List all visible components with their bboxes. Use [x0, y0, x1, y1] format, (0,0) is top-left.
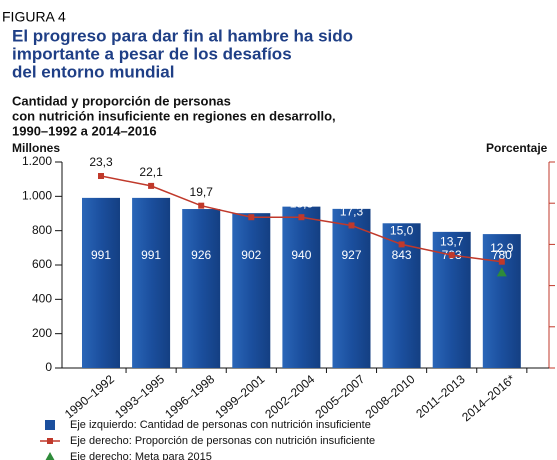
bar: [182, 209, 221, 368]
bar-value-label: 902: [241, 248, 261, 262]
target-marker: [496, 267, 507, 277]
y-tick-label: 600: [32, 257, 52, 271]
line-value-label: 17,3: [340, 205, 364, 219]
bar-value-label: 927: [341, 248, 361, 262]
y-tick-label: 0: [45, 360, 52, 374]
legend-marker: [45, 452, 55, 460]
line-value-label: 12,9: [490, 241, 514, 255]
line-marker: [198, 202, 205, 209]
y-tick-label: 1.200: [22, 154, 52, 168]
y-tick-label: 800: [32, 223, 52, 237]
legend-label: Eje izquierdo: Cantidad de personas con …: [70, 419, 371, 431]
bar: [482, 234, 521, 368]
title-line: El progreso para dar fin al hambre ha si…: [12, 26, 353, 45]
line-marker: [98, 173, 104, 180]
x-tick-label: 2008–2010: [363, 372, 418, 422]
legend-swatch: [45, 420, 55, 430]
line-value-label: 13,7: [440, 234, 464, 248]
bar: [332, 208, 371, 368]
x-tick-label: 2014–2016*: [459, 372, 518, 425]
x-tick-label: 2002–2004: [262, 372, 317, 422]
bar-value-label: 940: [291, 248, 311, 262]
line-marker: [398, 241, 405, 248]
line-value-label: 23,3: [89, 155, 113, 169]
line-marker: [448, 252, 455, 259]
legend-marker: [47, 438, 53, 444]
title-line: importante a pesar de los desafíos: [12, 44, 292, 63]
bar-value-label: 780: [492, 248, 512, 262]
y-axis-label: Millones: [12, 141, 60, 155]
title-line: del entorno mundial: [12, 62, 174, 81]
bar-value-label: 926: [191, 248, 211, 262]
y-tick-label: 1.000: [22, 189, 52, 203]
x-tick-label: 1999–2001: [212, 372, 267, 422]
x-tick-label: 1993–1995: [112, 372, 167, 422]
figure-label: FIGURA 4: [2, 9, 66, 25]
line-value-label: 22,1: [139, 165, 163, 179]
subtitle-line: con nutrición insuficiente en regiones e…: [12, 108, 336, 123]
line-value-label: 19,7: [190, 185, 214, 199]
y-tick-label: 200: [32, 326, 52, 340]
x-tick-label: 2005–2007: [312, 372, 367, 422]
bar: [282, 206, 321, 368]
line-value-label: 18,3: [240, 196, 264, 210]
line-marker: [298, 214, 305, 221]
x-tick-label: 1990–1992: [62, 372, 117, 422]
bar: [82, 197, 120, 368]
y-tick-label: 400: [32, 292, 52, 306]
line-marker: [348, 222, 355, 229]
bar-value-label: 991: [91, 248, 111, 262]
line-marker: [248, 214, 255, 221]
legend-label: Eje derecho: Meta para 2015: [70, 451, 212, 460]
subtitle-line: 1990–1992 a 2014–2016: [12, 123, 157, 138]
x-tick-label: 1996–1998: [162, 372, 217, 422]
line-value-label: 18,3: [290, 196, 314, 210]
bar-value-label: 991: [141, 248, 161, 262]
line-marker: [498, 258, 505, 265]
y2-axis-label: Porcentaje: [486, 141, 548, 155]
bar: [232, 213, 271, 368]
bar: [132, 197, 171, 368]
subtitle-line: Cantidad y proporción de personas: [12, 93, 231, 108]
bar-value-label: 843: [392, 248, 412, 262]
legend-label: Eje derecho: Proporción de personas con …: [70, 435, 375, 447]
line-marker: [148, 182, 155, 189]
line-value-label: 15,0: [390, 224, 414, 238]
